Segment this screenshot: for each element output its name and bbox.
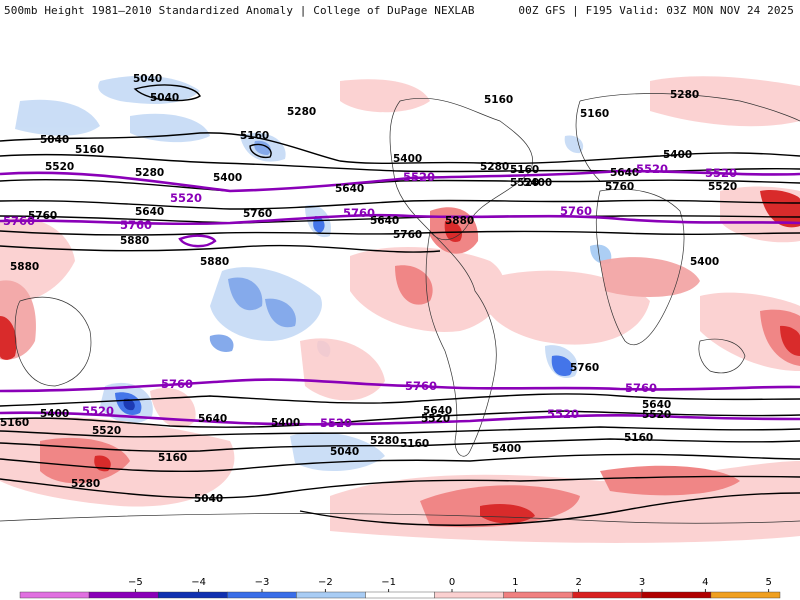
contour-label: 5520 — [708, 181, 737, 193]
contour-label: 5280 — [480, 161, 509, 173]
colorbar-tick-label: −3 — [255, 577, 270, 588]
contour-label: 5160 — [240, 130, 269, 142]
contour-label: 5280 — [287, 106, 316, 118]
colorbar-tick-label: 2 — [575, 577, 581, 588]
map-title: 500mb Height 1981–2010 Standardized Anom… — [4, 4, 475, 17]
contour-label: 5160 — [580, 108, 609, 120]
colorbar-swatch — [88, 591, 159, 599]
colorbar-swatch — [296, 591, 366, 599]
colorbar-tick-label: 0 — [449, 577, 455, 588]
thickness-label: 5520 — [403, 170, 435, 184]
positive-anomalies — [0, 76, 800, 543]
contour-label: 5520 — [45, 161, 74, 173]
colorbar-tick-label: 5 — [765, 577, 771, 588]
contour-label: 5400 — [523, 177, 552, 189]
contour-label: 5760 — [570, 362, 599, 374]
colorbar-swatch — [572, 591, 643, 599]
colorbar-tick-label: −5 — [128, 577, 143, 588]
contour-label: 5400 — [271, 417, 300, 429]
colorbar-swatch — [434, 591, 504, 599]
thickness-label: 5760 — [343, 206, 375, 220]
colorbar-swatch — [227, 591, 297, 599]
contour-label: 5040 — [133, 73, 162, 85]
colorbar-swatch — [19, 591, 90, 599]
contour-label: 5040 — [330, 446, 359, 458]
contour-label: 5160 — [624, 432, 653, 444]
contour-label: 5640 — [370, 215, 399, 227]
colorbar-tick-label: −2 — [318, 577, 333, 588]
thickness-label: 5760 — [161, 377, 193, 391]
contour-label: 5160 — [158, 452, 187, 464]
thickness-label: 5520 — [547, 407, 579, 421]
contour-label: 5040 — [40, 134, 69, 146]
contour-label: 5400 — [492, 443, 521, 455]
contour-label: 5400 — [663, 149, 692, 161]
colorbar-tick-label: 4 — [702, 577, 708, 588]
thickness-label: 5760 — [560, 204, 592, 218]
colorbar-swatch — [710, 591, 781, 599]
contour-label: 5640 — [335, 183, 364, 195]
contour-label: 5760 — [605, 181, 634, 193]
colorbar-ticks: −5 −4 −3 −2 −1 0 1 2 3 4 5 — [128, 577, 772, 592]
negative-anomalies — [15, 75, 612, 472]
colorbar: −5 −4 −3 −2 −1 0 1 2 3 4 5 — [19, 577, 781, 599]
contour-label: 5160 — [0, 417, 29, 429]
contour-label: 5880 — [10, 261, 39, 273]
contour-label: 5400 — [40, 408, 69, 420]
thickness-label: 5760 — [625, 381, 657, 395]
colorbar-swatch — [641, 591, 712, 599]
thickness-label: 5520 — [705, 166, 737, 180]
contour-label: 5760 — [243, 208, 272, 220]
thickness-label: 5520 — [320, 416, 352, 430]
contour-label: 5160 — [400, 438, 429, 450]
contour-label: 5040 — [150, 92, 179, 104]
thickness-label: 5520 — [82, 404, 114, 418]
contour-label: 5760 — [393, 229, 422, 241]
run-info: 00Z GFS | F195 Valid: 03Z MON NOV 24 202… — [518, 4, 794, 17]
thickness-label: 5760 — [120, 218, 152, 232]
contour-label: 5640 — [423, 405, 452, 417]
colorbar-tick-label: 3 — [639, 577, 645, 588]
thickness-label: 5520 — [636, 162, 668, 176]
contour-label: 5520 — [92, 425, 121, 437]
contour-label: 5880 — [200, 256, 229, 268]
contour-label: 5280 — [135, 167, 164, 179]
contour-label: 5280 — [370, 435, 399, 447]
contour-label: 5160 — [75, 144, 104, 156]
anomaly-map: 5040 5280 5160 5160 5040 5280 5160 5400 … — [0, 41, 800, 565]
thickness-label: 5760 — [405, 379, 437, 393]
contour-label-layer: 5040 5280 5160 5160 5040 5280 5160 5400 … — [0, 73, 737, 505]
contour-label: 5520 — [642, 409, 671, 421]
contour-label: 5640 — [642, 399, 671, 411]
contour-label: 5280 — [71, 478, 100, 490]
contour-label: 5280 — [670, 89, 699, 101]
contour-label: 5520 — [510, 177, 539, 189]
contour-label: 5640 — [610, 167, 639, 179]
contour-label: 5640 — [198, 413, 227, 425]
contour-label: 5040 — [194, 493, 223, 505]
contour-label: 5400 — [690, 256, 719, 268]
contour-label: 5880 — [445, 215, 474, 227]
colorbar-swatch — [503, 591, 573, 599]
thickness-label: 5760 — [3, 214, 35, 228]
contour-label: 5400 — [213, 172, 242, 184]
colorbar-tick-label: −4 — [191, 577, 206, 588]
contour-label: 5880 — [120, 235, 149, 247]
thickness-contours — [0, 169, 800, 426]
thickness-label: 5520 — [170, 191, 202, 205]
contour-label: 5760 — [28, 210, 57, 222]
colorbar-tick-label: −1 — [381, 577, 396, 588]
colorbar-tick-label: 1 — [512, 577, 518, 588]
colorbar-swatch — [365, 591, 435, 599]
contour-label: 5640 — [135, 206, 164, 218]
contour-label: 5520 — [421, 413, 450, 425]
contour-label: 5160 — [484, 94, 513, 106]
header-bar: 500mb Height 1981–2010 Standardized Anom… — [0, 0, 800, 22]
contour-label: 5160 — [510, 164, 539, 176]
colorbar-swatches — [19, 591, 781, 599]
colorbar-swatch — [157, 591, 228, 599]
contour-label: 5400 — [393, 153, 422, 165]
